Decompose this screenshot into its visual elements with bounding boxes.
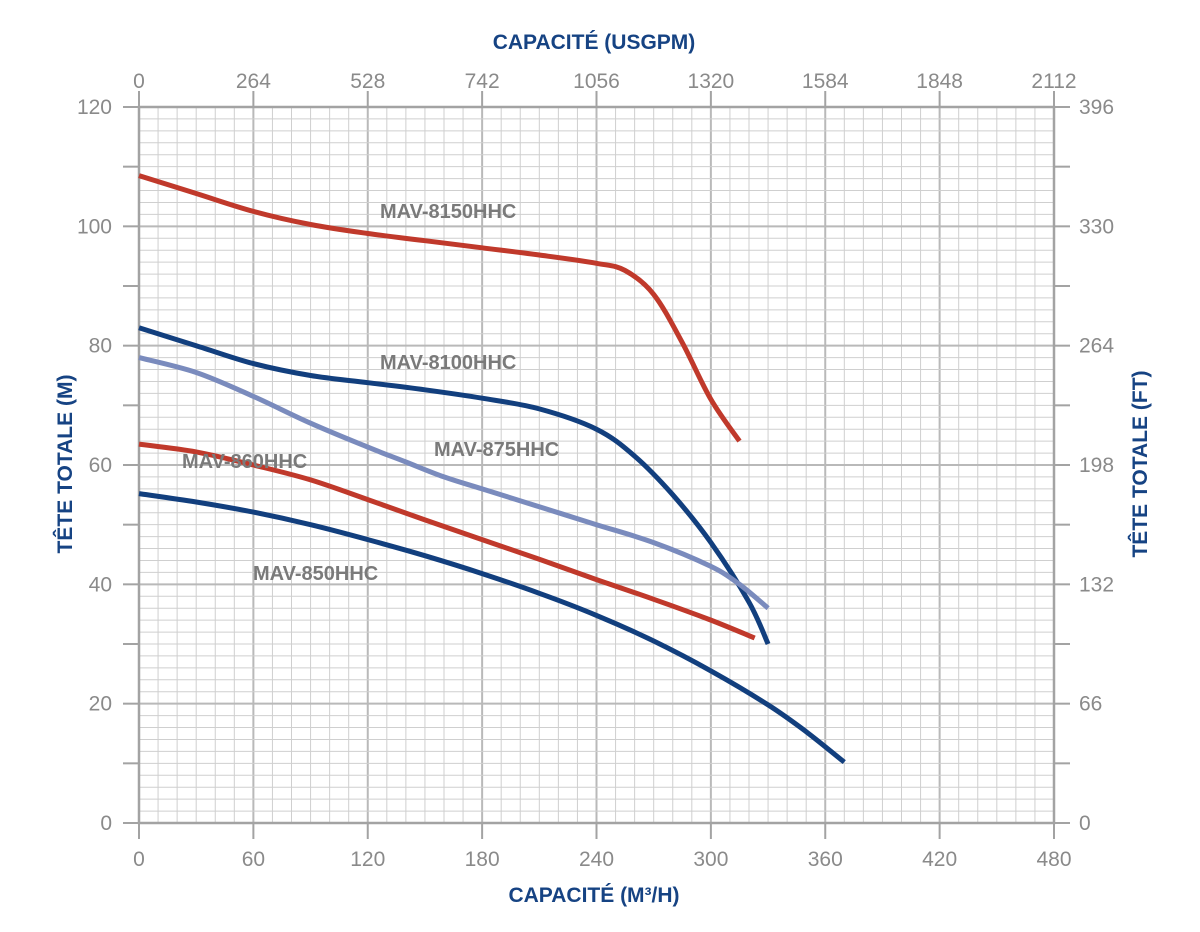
series-label-mav-875hhc: MAV-875HHC: [434, 439, 559, 461]
series-line-mav-860hhc: [138, 441, 756, 641]
x-tick-label: 240: [579, 848, 614, 871]
x-tick-label: 120: [350, 848, 385, 871]
x2-tick-label: 1056: [573, 70, 620, 93]
series-line-mav-8100hhc: [138, 325, 771, 646]
y2-tick-label: 66: [1079, 693, 1102, 716]
plot-frame: [123, 91, 1070, 839]
x2-tick-label: 0: [133, 70, 145, 93]
series-label-mav-850hhc: MAV-850HHC: [253, 563, 378, 585]
x-axis-title: CAPACITÉ (M³/H): [508, 884, 679, 907]
tick-labels: 0 60 120 180 240 300 360 420 480 0 264 528 742 1056 13…: [77, 70, 1114, 871]
x-tick-label: 180: [465, 848, 500, 871]
series-label-mav-8100hhc: MAV-8100HHC: [380, 352, 516, 374]
series-curves: [138, 173, 846, 765]
x-tick-label: 300: [693, 848, 728, 871]
x2-tick-label: 1848: [916, 70, 963, 93]
x2-tick-label: 1320: [688, 70, 735, 93]
y-tick-label: 20: [89, 693, 112, 716]
x-tick-label: 480: [1036, 848, 1071, 871]
chart-grid: [139, 107, 1054, 823]
y-tick-label: 0: [100, 812, 112, 835]
x2-axis-title: CAPACITÉ (USGPM): [493, 31, 696, 54]
y2-tick-label: 396: [1079, 96, 1114, 119]
y2-tick-label: 198: [1079, 454, 1114, 477]
x2-tick-label: 742: [465, 70, 500, 93]
x2-tick-label: 2112: [1031, 70, 1076, 93]
x-tick-label: 360: [808, 848, 843, 871]
y-tick-label: 40: [89, 573, 112, 596]
y-tick-label: 120: [77, 96, 112, 119]
y-axis-title: TÊTE TOTALE (M): [53, 375, 77, 554]
y-tick-label: 60: [89, 454, 112, 477]
y2-axis-title: TÊTE TOTALE (FT): [1128, 370, 1152, 557]
x2-tick-label: 528: [350, 70, 385, 93]
x-tick-label: 60: [242, 848, 265, 871]
series-line-mav-8150hhc: [138, 173, 742, 443]
series-label-mav-860hhc: MAV-860HHC: [182, 451, 307, 473]
x-tick-label: 420: [922, 848, 957, 871]
x2-tick-label: 1584: [802, 70, 849, 93]
y2-tick-label: 264: [1079, 335, 1114, 358]
y-tick-label: 80: [89, 335, 112, 358]
y2-tick-label: 0: [1079, 812, 1091, 835]
y-tick-label: 100: [77, 215, 112, 238]
series-line-mav-850hhc: [138, 491, 846, 765]
series-line-mav-875hhc: [138, 355, 770, 611]
series-label-mav-8150hhc: MAV-8150HHC: [380, 201, 516, 223]
x2-tick-label: 264: [236, 70, 271, 93]
y2-tick-label: 132: [1079, 573, 1114, 596]
y2-tick-label: 330: [1079, 215, 1114, 238]
x-tick-label: 0: [133, 848, 145, 871]
